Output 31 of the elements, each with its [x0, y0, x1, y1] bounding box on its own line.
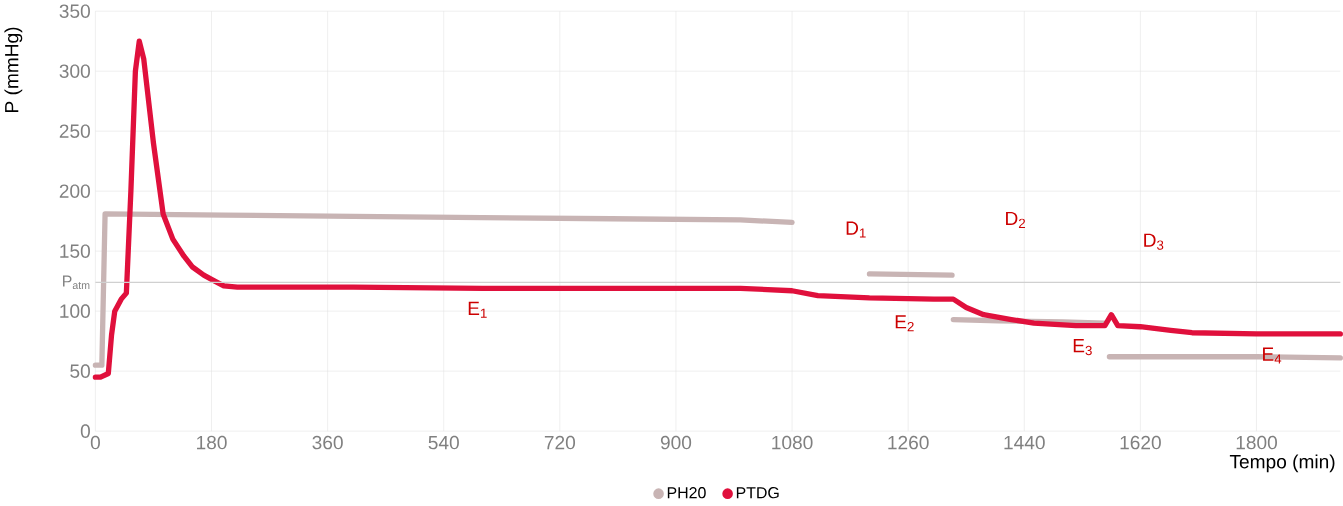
y-tick-label: 0 — [80, 424, 90, 439]
annotation: E$_{4}$ — [1263, 347, 1282, 364]
annotation: E$_{2}$ — [895, 315, 914, 332]
y-tick-label: 200 — [59, 184, 90, 199]
x-tick-label: 1620 — [1120, 436, 1161, 450]
x-tick-label: 1260 — [888, 436, 929, 450]
y-tick-label: 350 — [59, 4, 90, 19]
x-tick-label: 1080 — [772, 436, 813, 450]
annotation: D$_{3}$ — [1144, 233, 1164, 251]
x-tick-label: 360 — [312, 436, 343, 450]
annotation: E$_{1}$ — [468, 301, 487, 319]
y-tick-label: 250 — [59, 124, 90, 139]
y-tick-label: 100 — [60, 304, 90, 319]
x-tick-label: 1800 — [1236, 436, 1277, 450]
legend-label: PH20 — [667, 487, 706, 499]
x-axis-title: Tempo (min) — [1229, 454, 1335, 473]
y-axis-title: P (mmHg) — [4, 27, 23, 113]
x-tick-label: 0 — [90, 436, 100, 450]
annotation: D$_{1}$ — [846, 221, 866, 238]
y-tick-label: 300 — [59, 64, 90, 79]
annotation: D$_{2}$ — [1006, 212, 1026, 229]
y-tick-label: 150 — [60, 244, 90, 259]
y-tick-label: 50 — [70, 364, 90, 379]
x-tick-label: 540 — [428, 436, 459, 450]
x-tick-label: 180 — [197, 436, 227, 450]
x-tick-label: 720 — [544, 436, 576, 450]
x-tick-label: 1440 — [1004, 436, 1045, 450]
ref-line-label: P$_{atm}$ — [63, 275, 90, 290]
legend-label: PTDG — [736, 487, 779, 499]
x-tick-label: 900 — [660, 436, 692, 450]
annotation: E$_{3}$ — [1073, 339, 1092, 356]
